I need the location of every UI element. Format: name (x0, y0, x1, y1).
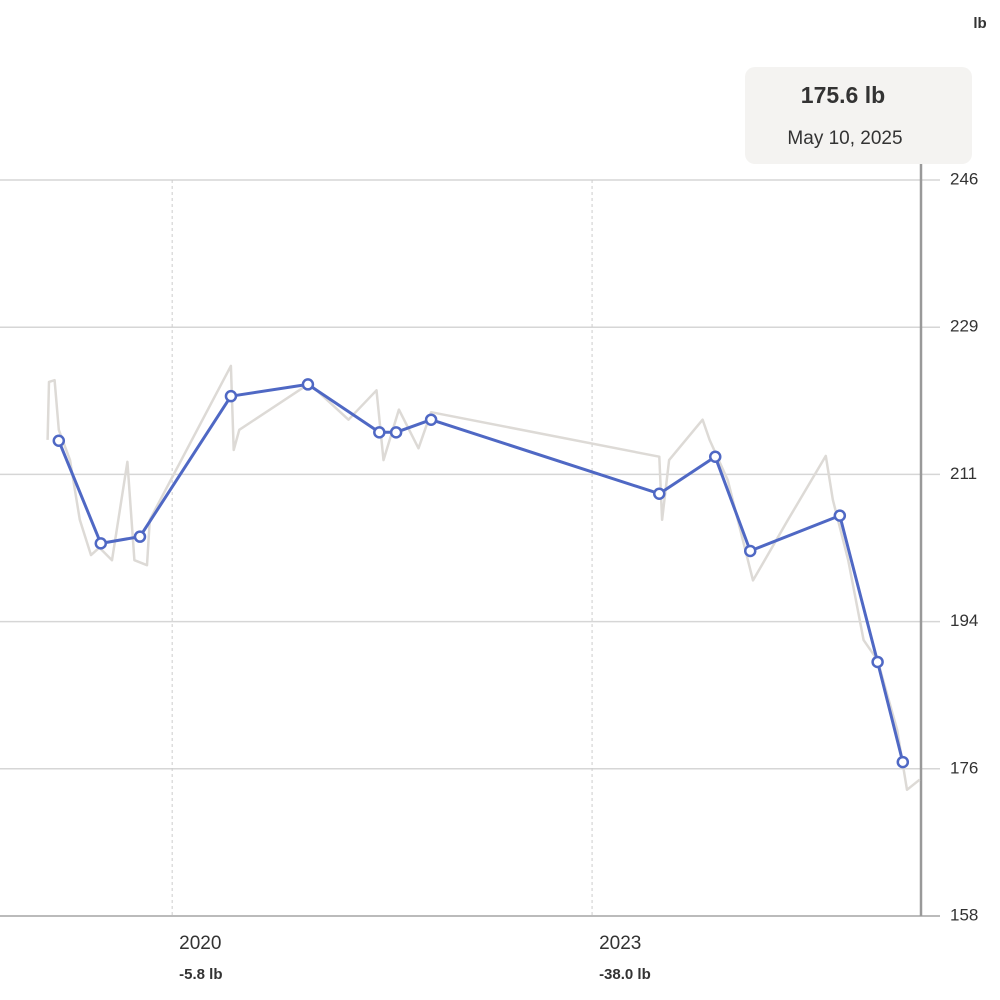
point (389, 426, 403, 439)
y-tick-label: 176 (950, 758, 978, 777)
tooltip-box (745, 67, 972, 164)
point (52, 434, 66, 448)
raw-line (46, 364, 921, 792)
point (653, 487, 666, 500)
point (871, 655, 884, 669)
point (301, 378, 315, 391)
x-tick-change: -5.8 lb (179, 966, 222, 983)
trend-line (57, 382, 905, 763)
plot: 158 176 194 211 229 246 2020 -5.8 lb 2023 -38.0 l… (0, 164, 978, 983)
point (224, 389, 238, 403)
y-tick-label: 194 (950, 611, 978, 630)
point (743, 544, 757, 558)
point (373, 426, 386, 439)
point (833, 509, 847, 522)
tooltip-value: 175.6 lb (801, 82, 885, 108)
x-tick-label: 2020 (179, 933, 221, 954)
point (424, 413, 438, 426)
y-tick-label: 246 (950, 169, 978, 188)
unit-label: lb (973, 15, 986, 32)
y-tick-label: 229 (950, 317, 978, 336)
point (896, 755, 910, 769)
y-tick-label: 211 (950, 464, 977, 483)
x-tick-change: -38.0 lb (599, 966, 651, 983)
point (94, 537, 108, 550)
point (708, 450, 722, 463)
x-tick-label: 2023 (599, 933, 641, 954)
y-tick-label: 158 (950, 905, 978, 924)
point (133, 530, 147, 543)
tooltip-date: May 10, 2025 (787, 128, 902, 149)
tooltip: 175.6 lb May 10, 2025 (745, 67, 972, 164)
